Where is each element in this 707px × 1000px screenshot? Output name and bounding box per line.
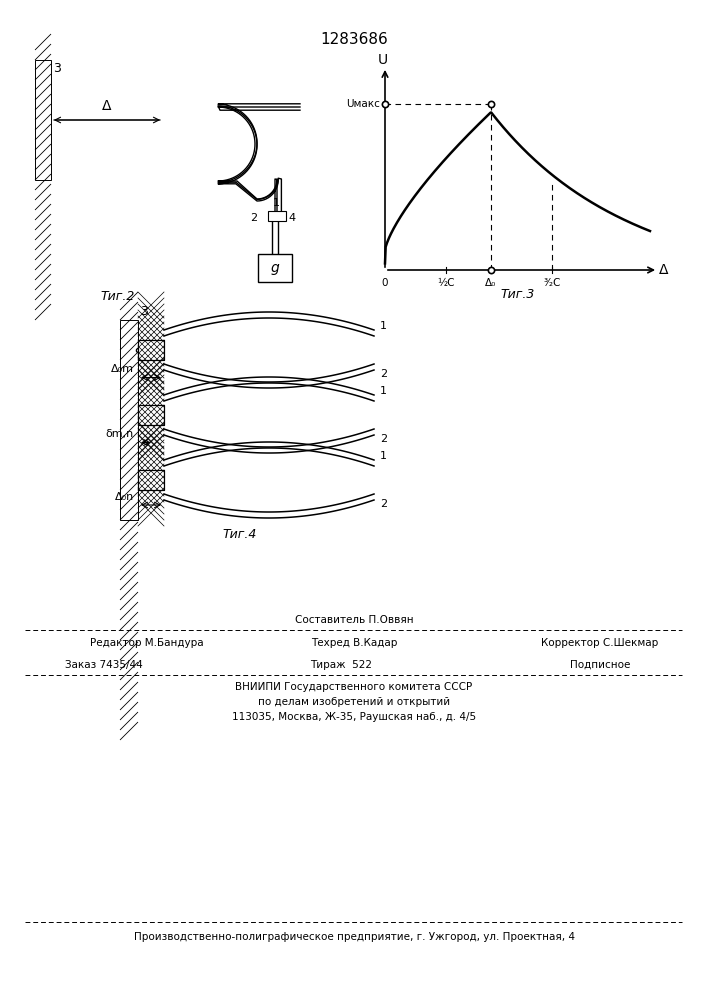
Text: ВНИИПИ Государственного комитета СССР: ВНИИПИ Государственного комитета СССР — [235, 682, 472, 692]
Bar — [138, 470, 164, 490]
Text: ³⁄₂C: ³⁄₂C — [543, 278, 561, 288]
Bar — [138, 340, 164, 360]
Text: Δ₀n: Δ₀n — [115, 492, 134, 502]
Text: U: U — [378, 53, 388, 67]
Bar — [120, 320, 138, 520]
Text: Составитель П.Оввян: Составитель П.Оввян — [295, 615, 414, 625]
Text: Τиг.2: Τиг.2 — [100, 290, 134, 303]
Text: 1283686: 1283686 — [320, 32, 388, 47]
Text: 3: 3 — [140, 305, 148, 318]
Text: 1: 1 — [380, 321, 387, 331]
Text: по делам изобретений и открытий: по делам изобретений и открытий — [258, 697, 450, 707]
Text: Δ₀: Δ₀ — [485, 278, 497, 288]
Text: 2: 2 — [380, 499, 387, 509]
Bar — [138, 470, 164, 490]
Text: 2: 2 — [380, 369, 387, 379]
Text: 3: 3 — [53, 62, 61, 75]
Text: δm,n: δm,n — [106, 430, 134, 440]
Text: 1: 1 — [380, 451, 387, 461]
Text: Δ₀m: Δ₀m — [111, 364, 134, 374]
Bar — [35, 60, 51, 180]
Text: Редактор М.Бандура: Редактор М.Бандура — [90, 638, 204, 648]
Text: Заказ 7435/44: Заказ 7435/44 — [65, 660, 143, 670]
Text: ½C: ½C — [437, 278, 455, 288]
Text: Производственно-полиграфическое предприятие, г. Ужгород, ул. Проектная, 4: Производственно-полиграфическое предприя… — [134, 932, 575, 942]
Text: 2: 2 — [380, 434, 387, 444]
Bar — [258, 254, 292, 282]
Text: 4: 4 — [288, 213, 295, 223]
Text: Тираж  522: Тираж 522 — [310, 660, 372, 670]
Bar — [138, 340, 164, 360]
Text: Δ: Δ — [659, 263, 669, 277]
Text: Τиг.4: Τиг.4 — [223, 528, 257, 541]
Text: Δ: Δ — [103, 99, 112, 113]
Bar — [138, 405, 164, 425]
Text: 1: 1 — [273, 198, 280, 208]
Text: Подписное: Подписное — [570, 660, 631, 670]
Text: 113035, Москва, Ж-35, Раушская наб., д. 4/5: 113035, Москва, Ж-35, Раушская наб., д. … — [232, 712, 476, 722]
Bar — [268, 211, 286, 221]
Text: 1: 1 — [380, 386, 387, 396]
Bar — [138, 405, 164, 425]
Text: Uмакс: Uмакс — [346, 99, 380, 109]
Text: g: g — [271, 261, 279, 275]
Text: Техред В.Кадар: Техред В.Кадар — [311, 638, 397, 648]
Text: Τиг.3: Τиг.3 — [501, 288, 534, 301]
Text: Корректор С.Шекмар: Корректор С.Шекмар — [542, 638, 659, 648]
Text: 0: 0 — [382, 278, 388, 288]
Text: 2: 2 — [250, 213, 257, 223]
